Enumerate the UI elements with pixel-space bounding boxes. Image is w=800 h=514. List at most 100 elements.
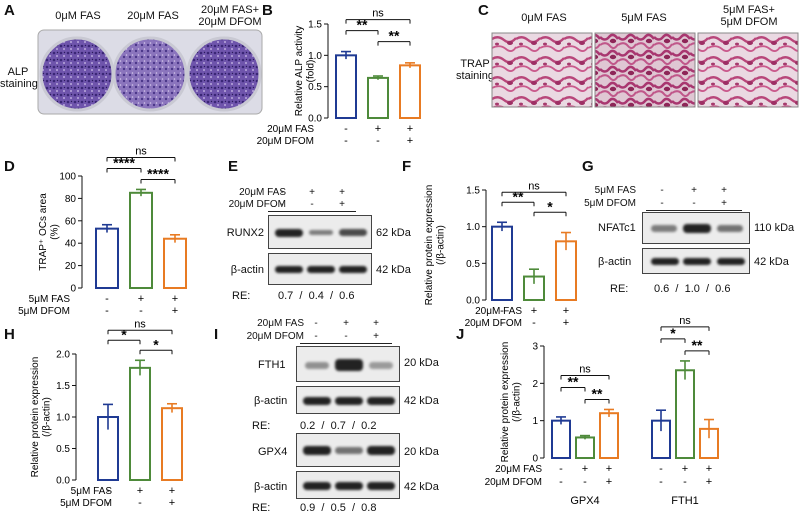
bar-FAS+DFOM: [399, 64, 421, 119]
treatment-1-label: 20μM FAS: [495, 464, 542, 475]
blot-e-r2-2: +: [339, 199, 345, 210]
blot-i-re-label-1: RE:: [252, 420, 271, 432]
bar-FAS+DFOM: [161, 407, 183, 481]
y-tick-label: 1.0: [308, 51, 322, 62]
treatment-2-sign: -: [500, 317, 504, 329]
sig-label: *: [547, 198, 553, 214]
treatment-1-label: 20μM FAS: [475, 306, 522, 317]
bar-control: [335, 54, 357, 119]
blot-i-r2-2: +: [373, 331, 379, 342]
blot-g-treat1: 5μM FAS: [594, 185, 636, 196]
bar-control: [491, 225, 513, 302]
bar-FAS+DFOM: [555, 240, 577, 302]
treatment-2-label: 20μM DFOM: [485, 477, 542, 488]
y-axis-label: Relative protein expression(/β-actin): [500, 342, 523, 463]
sig-label: **: [513, 188, 524, 204]
blot-e-actin: [268, 253, 372, 285]
y-tick-label: 0: [532, 454, 538, 465]
blot-e-r1-0: -: [280, 187, 284, 198]
blot-i-re-values-1: 0.2 / 0.7 / 0.2: [300, 420, 377, 432]
blot-e-treat1: 20μM FAS: [239, 187, 286, 198]
treatment-1-sign: +: [169, 485, 175, 497]
treatment-2-sign: -: [106, 497, 110, 509]
trap-row-label-2: staining: [456, 70, 494, 82]
sig-label: ns: [134, 318, 146, 330]
y-tick-label: 40: [65, 239, 77, 250]
blot-g-r2-0: -: [660, 198, 664, 209]
treatment-1-sign: -: [559, 463, 563, 475]
treatment-2-sign: -: [105, 305, 109, 317]
blot-g-divider: [646, 210, 742, 211]
blot-i-r1-0: -: [314, 318, 318, 329]
blot-i-fth1-label: FTH1: [258, 359, 286, 371]
treatment-2-sign: -: [344, 135, 348, 147]
y-tick-label: 0.0: [56, 476, 70, 487]
blot-e-r1-2: +: [339, 187, 345, 198]
treatment-1-label: 5μM FAS: [29, 294, 71, 305]
treatment-1-label: 20μM FAS: [267, 124, 314, 135]
treatment-1-sign: +: [138, 293, 144, 305]
y-axis-label: TRAP⁺ OCs area(%): [38, 193, 61, 271]
y-tick-label: 0.0: [308, 114, 322, 125]
treatment-2-sign: +: [706, 476, 712, 488]
blot-g-kda-2: 42 kDa: [754, 256, 789, 268]
blot-i-actin2-label: β-actin: [254, 481, 288, 493]
y-tick-label: 20: [65, 261, 77, 272]
blot-i-r1-2: +: [373, 318, 379, 329]
treatment-2-sign: -: [532, 317, 536, 329]
blot-g-actin-label: β-actin: [598, 256, 632, 268]
blot-g-r1-2: +: [721, 185, 727, 196]
treatment-1-sign: -: [105, 293, 109, 305]
blot-e-r2-0: -: [280, 199, 284, 210]
treatment-2-label: 5μM DFOM: [60, 498, 112, 509]
sig-label: *: [121, 326, 127, 342]
panel-label-e: E: [228, 158, 239, 175]
blot-i-actin1-label: β-actin: [254, 395, 288, 407]
blot-e-re-values: 0.7 / 0.4 / 0.6: [278, 290, 355, 302]
treatment-1-sign: +: [582, 463, 588, 475]
treatment-1-sign: -: [500, 305, 504, 317]
blot-g-actin: [642, 248, 750, 274]
sig-label: ****: [147, 165, 169, 181]
blot-i-re-label-2: RE:: [252, 502, 271, 514]
panel-label-i: I: [214, 326, 219, 343]
treatment-2-label: 20μM DFOM: [465, 318, 522, 329]
trap-micrographs: [491, 32, 799, 108]
group-label: GPX4: [570, 495, 599, 507]
treatment-1-sign: +: [407, 123, 413, 135]
chart-j: 0 1 2 3 Relative protein expression(/β-actin…: [485, 315, 719, 507]
blot-g-re-values: 0.6 / 1.0 / 0.6: [654, 283, 731, 295]
blot-e-kda-1: 62 kDa: [376, 227, 411, 239]
sig-label: ns: [679, 315, 691, 327]
y-tick-label: 2.0: [56, 350, 70, 361]
alp-col-0fas: 0μM FAS: [55, 10, 101, 22]
blot-i-divider: [300, 343, 392, 344]
sig-label: **: [692, 337, 703, 353]
blot-e-actin-label: β-actin: [230, 264, 264, 276]
alp-row-label-1: ALP: [7, 66, 29, 78]
treatment-1-label: 5μM FAS: [71, 486, 113, 497]
y-tick-label: 1.0: [56, 413, 70, 424]
blot-i-r2-1: -: [344, 331, 348, 342]
sig-label: ns: [528, 180, 540, 192]
blot-i-kda-3: 20 kDa: [404, 446, 439, 458]
blot-i-r1-1: +: [343, 318, 349, 329]
bar-GPX4-control: [551, 419, 571, 459]
treatment-2-sign: +: [172, 305, 178, 317]
blot-g-r2-2: +: [721, 198, 727, 209]
y-axis-label: Relative protein expression(/β-actin): [30, 357, 53, 478]
blot-i-actin2: [296, 471, 400, 499]
bar-GPX4-FAS+DFOM: [599, 412, 619, 459]
y-tick-label: 3: [532, 342, 538, 353]
y-tick-label: 0: [70, 284, 76, 295]
treatment-2-sign: -: [683, 476, 687, 488]
treatment-1-sign: +: [531, 305, 537, 317]
treatment-2-sign: -: [139, 305, 143, 317]
blot-i-kda-2: 42 kDa: [404, 395, 439, 407]
blot-i-treat1: 20μM FAS: [257, 318, 304, 329]
y-tick-label: 1.0: [466, 222, 480, 233]
alp-col-20fas: 20μM FAS: [127, 10, 179, 22]
treatment-2-sign: +: [169, 497, 175, 509]
y-tick-label: 1.5: [308, 20, 322, 31]
